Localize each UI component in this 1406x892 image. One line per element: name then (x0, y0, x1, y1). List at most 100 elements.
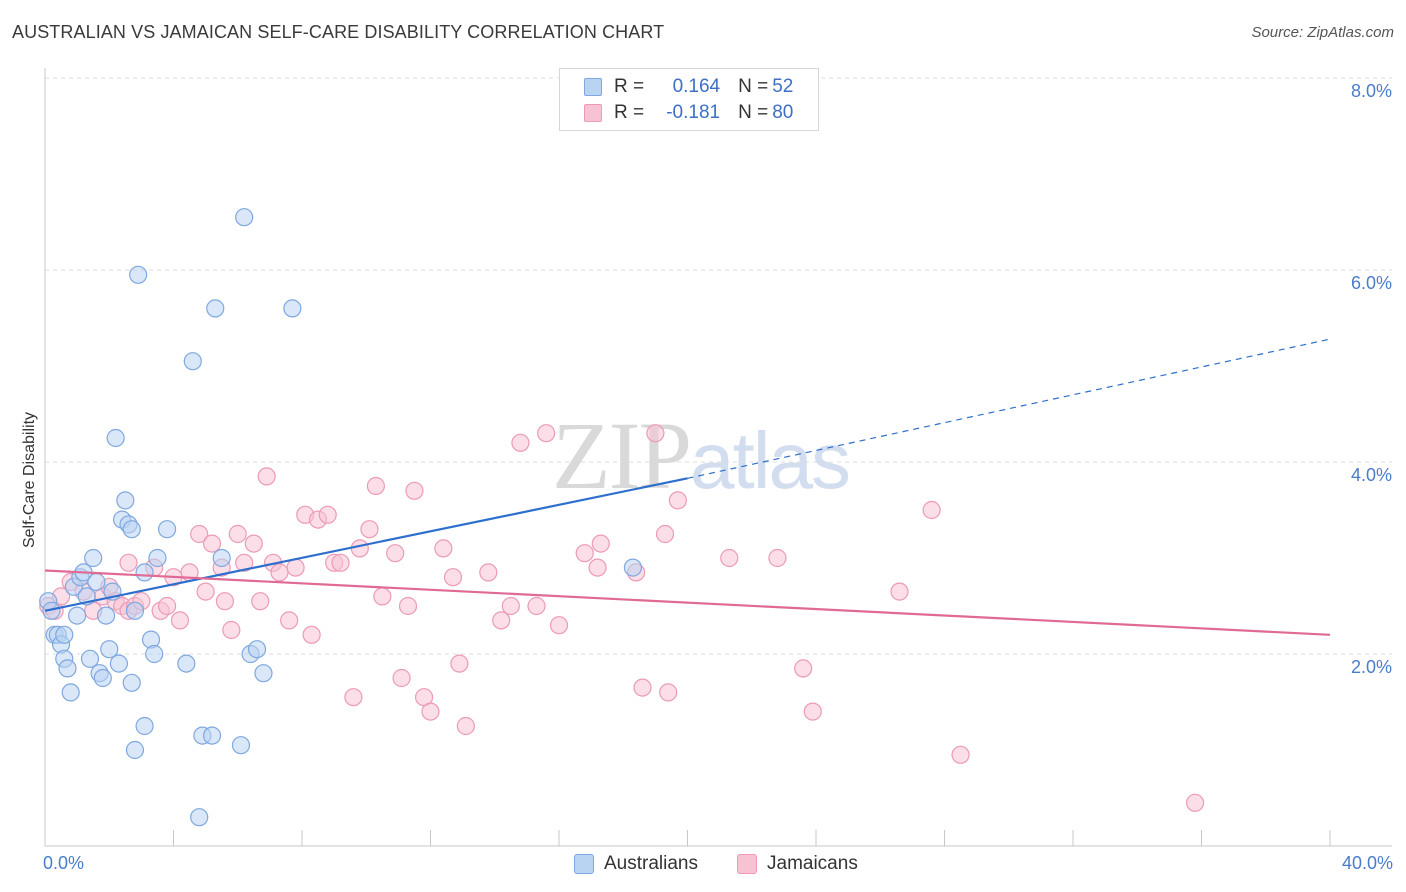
point-australians (254, 664, 273, 683)
point-australians (129, 265, 148, 284)
point-australians (235, 208, 254, 227)
chart-title: AUSTRALIAN VS JAMAICAN SELF-CARE DISABIL… (12, 22, 665, 42)
point-australians (87, 572, 106, 592)
point-jamaicans (588, 558, 607, 577)
point-australians (135, 563, 154, 582)
trend-lines (44, 338, 1331, 636)
point-jamaicans (190, 524, 209, 544)
point-jamaicans (360, 520, 379, 539)
point-jamaicans (575, 544, 594, 563)
point-jamaicans (922, 500, 941, 520)
legend-swatch-australians (584, 78, 602, 96)
point-jamaicans (501, 596, 520, 616)
point-australians (177, 654, 196, 673)
legend-n-label: N = (738, 76, 769, 97)
point-jamaicans (202, 534, 222, 553)
point-jamaicans (668, 491, 687, 510)
point-australians (109, 654, 128, 673)
point-jamaicans (633, 678, 652, 697)
point-jamaicans (286, 558, 305, 577)
point-jamaicans (492, 611, 511, 630)
point-australians (80, 649, 100, 668)
point-jamaicans (646, 424, 665, 443)
point-jamaicans (222, 620, 241, 640)
point-jamaicans (803, 702, 822, 721)
point-jamaicans (659, 683, 678, 702)
point-jamaicans (350, 539, 369, 558)
point-australians (84, 548, 103, 568)
bottom-legend-swatch-jamaicans (737, 854, 757, 874)
point-jamaicans (251, 592, 270, 611)
point-jamaicans (890, 582, 909, 601)
y-axis-label-wrap: Self-Care Disability (16, 260, 44, 700)
watermark-atlas: atlas (690, 416, 851, 505)
point-jamaicans (1185, 793, 1205, 812)
point-australians (68, 606, 87, 625)
point-jamaicans (794, 659, 813, 678)
point-australians (283, 299, 302, 318)
data-points (39, 208, 1205, 827)
point-australians (212, 548, 231, 568)
bottom-legend-australians[interactable]: Australians (574, 852, 698, 876)
point-australians (106, 428, 125, 448)
point-jamaicans (720, 548, 739, 568)
source-label: Source: ZipAtlas.com (1251, 24, 1394, 41)
point-jamaicans (235, 553, 254, 572)
point-australians (116, 491, 135, 510)
y-tick-label: 2.0% (1351, 657, 1392, 677)
legend-row-australians: R = 0.164 N = 52 (584, 75, 793, 99)
bottom-legend-jamaicans[interactable]: Jamaicans (737, 852, 858, 876)
point-jamaicans (434, 539, 453, 558)
point-australians (183, 352, 202, 371)
bottom-legend-label-jamaicans: Jamaicans (767, 853, 858, 874)
legend-r-label: R = (614, 76, 645, 97)
point-jamaicans (170, 611, 190, 630)
point-australians (202, 726, 222, 745)
point-jamaicans (215, 592, 234, 611)
point-jamaicans (244, 534, 263, 553)
legend-n-value: 80 (772, 102, 794, 123)
point-jamaicans (951, 745, 970, 764)
point-jamaicans (318, 505, 337, 524)
point-australians (623, 558, 642, 577)
point-jamaicans (280, 611, 299, 630)
point-australians (61, 683, 80, 702)
trend-line-australians (44, 477, 688, 612)
point-jamaicans (768, 548, 787, 568)
point-jamaicans (479, 563, 498, 582)
legend-row-jamaicans: R = -0.181 N = 80 (584, 101, 793, 125)
point-jamaicans (527, 596, 546, 616)
point-australians (157, 520, 177, 539)
point-jamaicans (655, 524, 675, 544)
point-jamaicans (196, 582, 215, 601)
point-australians (247, 640, 267, 659)
bottom-legend-label-australians: Australians (604, 853, 698, 874)
point-jamaicans (421, 702, 440, 721)
point-australians (145, 644, 164, 664)
point-jamaicans (450, 654, 469, 673)
legend-n-label: N = (738, 102, 769, 123)
point-jamaicans (392, 668, 411, 688)
point-australians (58, 659, 77, 678)
point-jamaicans (456, 716, 475, 736)
correlation-legend: R = 0.164 N = 52 R = -0.181 N = 80 (559, 68, 819, 131)
trend-line-jamaicans (44, 569, 1331, 636)
point-australians (148, 548, 167, 568)
point-australians (122, 520, 141, 539)
point-jamaicans (270, 563, 289, 582)
y-axis-label: Self-Care Disability (21, 411, 38, 549)
point-australians (190, 808, 209, 827)
point-jamaicans (386, 544, 405, 563)
point-jamaicans (373, 587, 392, 606)
point-jamaicans (257, 467, 276, 486)
y-tick-label: 8.0% (1351, 81, 1392, 101)
point-jamaicans (344, 688, 363, 707)
y-tick-label: 6.0% (1351, 273, 1392, 293)
point-jamaicans (331, 553, 350, 572)
point-jamaicans (366, 476, 385, 496)
legend-r-value: -0.181 (666, 102, 721, 123)
legend-r-label: R = (614, 102, 645, 123)
trend-line-australians-extension (687, 338, 1331, 479)
point-jamaicans (537, 424, 556, 443)
